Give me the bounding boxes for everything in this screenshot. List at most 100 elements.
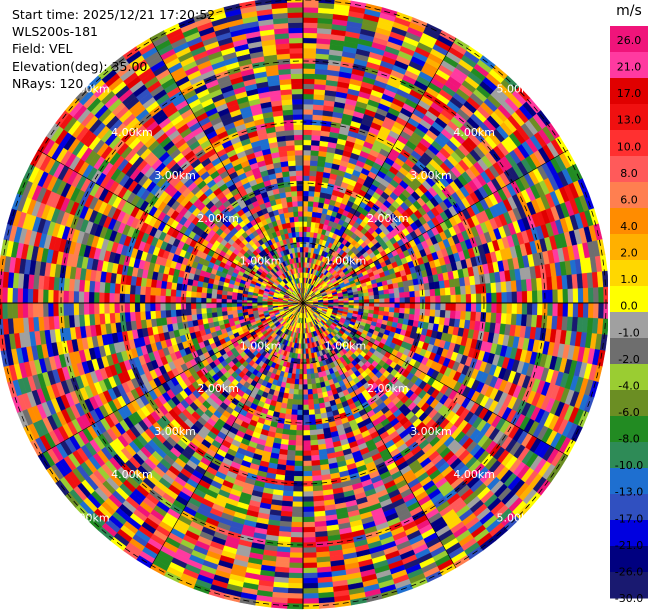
ray-gate	[302, 399, 309, 406]
ray-gate	[286, 403, 293, 410]
ray-gate	[286, 398, 294, 405]
ray-gate	[307, 389, 313, 395]
ray-gate	[302, 526, 316, 533]
ray-gate	[445, 295, 452, 304]
ray-gate	[283, 485, 294, 492]
ray-gate	[308, 409, 315, 416]
ray-gate	[310, 149, 320, 157]
ray-gate	[286, 454, 296, 462]
ray-gate	[501, 292, 508, 304]
ray-gate	[552, 302, 559, 317]
ray-gate	[383, 289, 390, 295]
ray-gate	[486, 302, 492, 314]
ray-gate	[379, 302, 385, 308]
ray-gate	[363, 299, 370, 304]
ray-gate	[491, 302, 498, 314]
ray-gate	[302, 537, 316, 543]
ray-gate	[302, 47, 317, 54]
ray-gate	[440, 302, 447, 311]
ray-gate	[434, 309, 441, 318]
ray-gate	[394, 307, 400, 314]
ray-gate	[311, 383, 317, 390]
ray-gate	[521, 291, 528, 304]
ray-gate	[308, 414, 316, 421]
ray-gate	[285, 465, 295, 472]
ray-gate	[302, 562, 318, 569]
field-text: Field: VEL	[12, 41, 73, 57]
ray-gate	[414, 290, 421, 298]
ray-gate	[465, 302, 472, 313]
ray-gate	[429, 288, 436, 297]
ray-gate	[572, 288, 579, 304]
ray-gate	[439, 309, 446, 319]
ray-gate	[287, 439, 297, 446]
ray-gate	[310, 378, 316, 385]
ray-gate	[312, 398, 320, 405]
ray-gate	[291, 404, 298, 411]
ray-gate	[302, 577, 318, 584]
ray-gate	[598, 287, 605, 304]
ray-gate	[389, 307, 395, 313]
ray-gate	[284, 470, 295, 477]
ray-gate	[302, 374, 308, 380]
ray-gate	[302, 531, 316, 538]
ray-gate	[449, 286, 457, 296]
ray-gate	[311, 470, 322, 477]
ray-gate	[287, 582, 304, 589]
ray-gate	[297, 399, 304, 406]
ray-gate	[296, 414, 304, 421]
ray-gate	[309, 429, 318, 436]
ray-gate	[299, 369, 304, 375]
ray-gate	[309, 170, 318, 177]
ray-gate	[308, 185, 316, 192]
ray-gate	[308, 195, 315, 202]
ray-gate	[460, 311, 467, 321]
ray-gate	[588, 302, 594, 319]
ray-gate	[305, 363, 311, 370]
ray-gate	[348, 297, 355, 301]
ray-gate	[302, 440, 311, 447]
ray-gate	[547, 289, 554, 304]
ray-gate	[302, 42, 317, 49]
ray-gate	[302, 572, 318, 579]
ray-gate	[444, 310, 451, 319]
ray-gate	[302, 501, 314, 508]
ray-gate	[475, 311, 482, 322]
ray-gate	[302, 547, 317, 554]
ray-gate	[490, 282, 497, 294]
ray-gate	[526, 302, 533, 316]
ray-gate	[378, 294, 385, 300]
ray-gate	[302, 165, 311, 171]
ray-gate	[298, 384, 304, 390]
ray-gate	[313, 403, 320, 410]
ray-gate	[288, 572, 304, 579]
ray-gate	[567, 302, 574, 318]
start-time-text: Start time: 2025/12/21 17:20:52	[12, 7, 216, 22]
ray-gate	[295, 430, 304, 436]
ray-gate	[302, 455, 312, 462]
ray-gate	[306, 368, 311, 375]
ray-gate	[284, 413, 292, 420]
ray-gate	[307, 211, 313, 217]
ray-gate	[310, 144, 320, 152]
ray-gate	[288, 562, 304, 569]
ray-gate	[302, 226, 308, 232]
ray-gate	[302, 379, 308, 385]
ray-gate	[302, 144, 312, 151]
ray-gate	[302, 108, 314, 115]
ray-gate	[501, 302, 508, 314]
ray-gate	[314, 413, 322, 420]
ray-gate	[287, 444, 296, 451]
ray-gate	[557, 302, 564, 317]
ray-gate	[302, 83, 315, 90]
ray-gate	[475, 284, 482, 295]
ray-gate	[531, 302, 538, 316]
ray-gate	[577, 302, 584, 318]
ray-gate	[383, 293, 390, 299]
ray-gate	[302, 210, 309, 217]
ray-gate	[424, 289, 431, 297]
ray-gate	[398, 312, 405, 320]
ray-gate	[521, 302, 528, 315]
ray-gate	[302, 190, 310, 197]
